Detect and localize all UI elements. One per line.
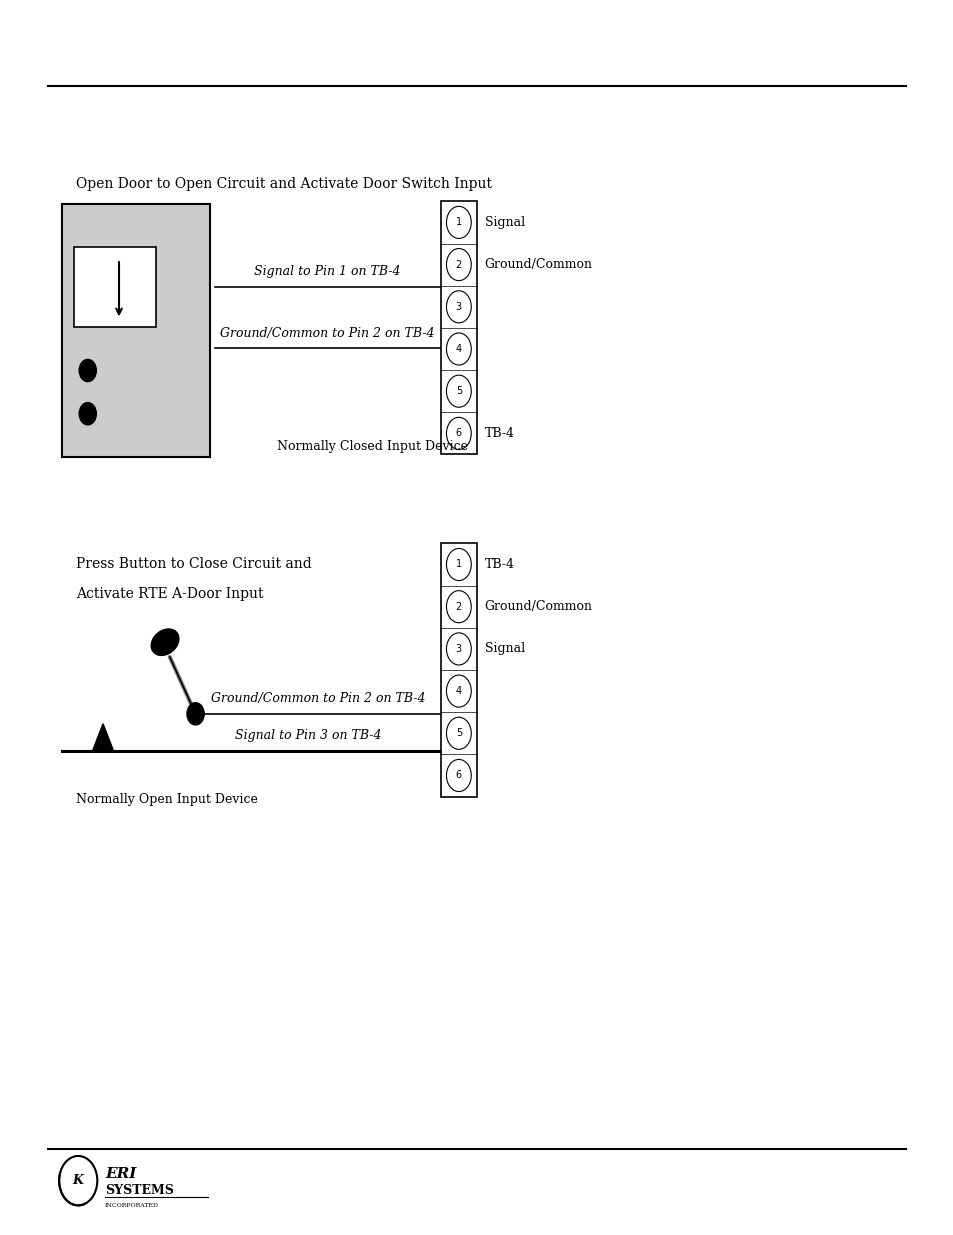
Bar — [440, 201, 476, 454]
Text: Ground/Common to Pin 2 on TB-4: Ground/Common to Pin 2 on TB-4 — [211, 692, 425, 705]
Text: Ground/Common to Pin 2 on TB-4: Ground/Common to Pin 2 on TB-4 — [220, 326, 435, 340]
Ellipse shape — [151, 629, 179, 656]
Text: 1: 1 — [456, 559, 461, 569]
Bar — [440, 543, 476, 797]
Text: TB-4: TB-4 — [484, 558, 514, 571]
Text: 4: 4 — [456, 345, 461, 354]
Text: Press Button to Close Circuit and: Press Button to Close Circuit and — [76, 557, 312, 571]
Text: Open Door to Open Circuit and Activate Door Switch Input: Open Door to Open Circuit and Activate D… — [76, 178, 492, 191]
Text: 6: 6 — [456, 771, 461, 781]
Bar — [62, 204, 210, 457]
Circle shape — [79, 403, 96, 425]
Circle shape — [79, 359, 96, 382]
Text: 2: 2 — [456, 259, 461, 269]
Text: 6: 6 — [456, 429, 461, 438]
Text: Signal: Signal — [484, 642, 524, 656]
Text: 2: 2 — [456, 601, 461, 611]
Text: SYSTEMS: SYSTEMS — [105, 1184, 173, 1197]
Text: 5: 5 — [456, 387, 461, 396]
Text: 5: 5 — [456, 729, 461, 739]
Text: Normally Open Input Device: Normally Open Input Device — [76, 793, 258, 806]
Bar — [74, 247, 155, 327]
Text: 3: 3 — [456, 643, 461, 653]
Text: Normally Closed Input Device: Normally Closed Input Device — [276, 440, 467, 453]
Text: 4: 4 — [456, 687, 461, 697]
Polygon shape — [92, 724, 113, 751]
Text: ERI: ERI — [105, 1167, 136, 1182]
Text: K: K — [72, 1174, 84, 1187]
Circle shape — [187, 703, 204, 725]
Text: Signal to Pin 3 on TB-4: Signal to Pin 3 on TB-4 — [235, 729, 381, 742]
Text: 3: 3 — [456, 301, 461, 311]
Text: Activate RTE A-Door Input: Activate RTE A-Door Input — [76, 588, 264, 601]
Text: Signal to Pin 1 on TB-4: Signal to Pin 1 on TB-4 — [254, 264, 400, 278]
Text: Ground/Common: Ground/Common — [484, 258, 592, 272]
Text: TB-4: TB-4 — [484, 427, 514, 440]
Text: INCORPORATED: INCORPORATED — [105, 1203, 159, 1208]
Text: 1: 1 — [456, 217, 461, 227]
Text: Ground/Common: Ground/Common — [484, 600, 592, 614]
Text: Signal: Signal — [484, 216, 524, 228]
